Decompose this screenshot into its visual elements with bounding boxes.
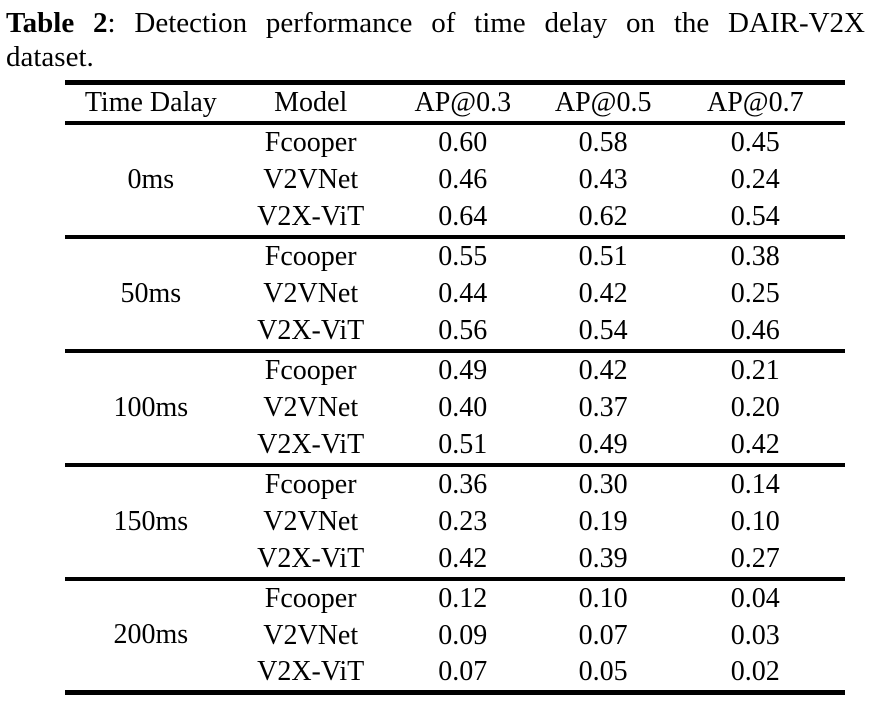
ap05-cell: 0.10	[578, 582, 628, 614]
model-cell: V2X-ViT	[257, 314, 365, 346]
ap03-cell: 0.44	[438, 277, 488, 309]
model-cell: V2VNet	[263, 163, 359, 195]
group-0ms: 0ms Fcooper 0.60 0.58 0.45 V2VNet 0.46 0…	[65, 123, 845, 237]
ap05-cell: 0.51	[578, 240, 628, 272]
table-row: V2X-ViT 0.56 0.54 0.46	[65, 313, 845, 351]
ap05-cell: 0.39	[578, 542, 628, 574]
ap03-cell: 0.46	[438, 163, 488, 195]
table-row: 0ms Fcooper 0.60 0.58 0.45	[65, 123, 845, 195]
ap05-cell: 0.07	[578, 619, 628, 651]
ap07-cell: 0.10	[730, 505, 780, 537]
ap05-cell: 0.42	[578, 354, 628, 386]
caption-line-1: Table 2: Detection performance of time d…	[6, 6, 865, 40]
ap05-cell: 0.37	[578, 391, 628, 423]
ap07-cell: 0.02	[730, 656, 780, 688]
table-row: 100ms Fcooper 0.49 0.42 0.21	[65, 351, 845, 423]
ap07-cell: 0.38	[730, 240, 780, 272]
table-row: V2X-ViT 0.64 0.62 0.54	[65, 199, 845, 237]
ap03-cell: 0.56	[438, 314, 488, 346]
ap03-cell: 0.64	[438, 200, 488, 232]
header-ap05: AP@0.5	[540, 82, 666, 125]
delay-label: 200ms	[113, 619, 189, 651]
ap05-cell: 0.62	[578, 200, 628, 232]
delay-label: 50ms	[120, 277, 182, 309]
ap03-cell: 0.23	[438, 505, 488, 537]
ap07-cell: 0.24	[730, 163, 780, 195]
ap03-cell: 0.12	[438, 582, 488, 614]
model-cell: Fcooper	[264, 468, 357, 500]
table-row: V2X-ViT 0.07 0.05 0.02	[65, 655, 845, 693]
table-header: Time Dalay Model AP@0.3 AP@0.5 AP@0.7	[65, 82, 845, 125]
group-200ms: 200ms Fcooper 0.12 0.10 0.04 V2VNet 0.09…	[65, 578, 845, 693]
model-cell: Fcooper	[264, 240, 357, 272]
caption-text: : Detection performance of time delay on…	[107, 7, 865, 39]
table-row: 200ms Fcooper 0.12 0.10 0.04	[65, 579, 845, 651]
ap03-cell: 0.60	[438, 126, 488, 158]
ap07-cell: 0.14	[730, 468, 780, 500]
header-time-delay: Time Dalay	[65, 82, 237, 125]
caption-table-label: Table 2	[6, 7, 108, 39]
model-cell: V2VNet	[263, 391, 359, 423]
ap05-cell: 0.30	[578, 468, 628, 500]
group-150ms: 150ms Fcooper 0.36 0.30 0.14 V2VNet 0.23…	[65, 464, 845, 579]
ap07-cell: 0.25	[730, 277, 780, 309]
header-ap03: AP@0.3	[384, 82, 541, 125]
ap05-cell: 0.43	[578, 163, 628, 195]
table-row: V2VNet 0.40 0.37 0.20	[65, 389, 845, 427]
model-cell: Fcooper	[264, 126, 357, 158]
ap05-cell: 0.19	[578, 505, 628, 537]
caption-line-2: dataset.	[6, 41, 94, 73]
ap05-cell: 0.49	[578, 428, 628, 460]
ap03-cell: 0.40	[438, 391, 488, 423]
delay-label: 100ms	[113, 391, 189, 423]
group-100ms: 100ms Fcooper 0.49 0.42 0.21 V2VNet 0.40…	[65, 350, 845, 465]
table-row: V2VNet 0.23 0.19 0.10	[65, 503, 845, 541]
model-cell: V2X-ViT	[257, 200, 365, 232]
delay-label: 0ms	[127, 163, 175, 195]
ap07-cell: 0.45	[730, 126, 780, 158]
ap03-cell: 0.55	[438, 240, 488, 272]
ap07-cell: 0.20	[730, 391, 780, 423]
model-cell: V2VNet	[263, 505, 359, 537]
ap05-cell: 0.54	[578, 314, 628, 346]
table-caption: Table 2: Detection performance of time d…	[6, 6, 865, 74]
results-table: Time Dalay Model AP@0.3 AP@0.5 AP@0.7 0m…	[65, 80, 845, 695]
table-row: V2VNet 0.44 0.42 0.25	[65, 275, 845, 313]
header-row: Time Dalay Model AP@0.3 AP@0.5 AP@0.7	[65, 82, 845, 125]
ap07-cell: 0.42	[730, 428, 780, 460]
model-cell: V2X-ViT	[257, 656, 365, 688]
table-row: V2X-ViT 0.42 0.39 0.27	[65, 541, 845, 579]
ap07-cell: 0.54	[730, 200, 780, 232]
header-model: Model	[236, 82, 385, 125]
table-row: V2VNet 0.09 0.07 0.03	[65, 617, 845, 655]
model-cell: V2X-ViT	[257, 428, 365, 460]
ap07-cell: 0.27	[730, 542, 780, 574]
ap07-cell: 0.03	[730, 619, 780, 651]
ap05-cell: 0.42	[578, 277, 628, 309]
table-row: V2VNet 0.46 0.43 0.24	[65, 161, 845, 199]
ap07-cell: 0.21	[730, 354, 780, 386]
group-50ms: 50ms Fcooper 0.55 0.51 0.38 V2VNet 0.44 …	[65, 236, 845, 351]
model-cell: V2X-ViT	[257, 542, 365, 574]
ap07-cell: 0.46	[730, 314, 780, 346]
model-cell: Fcooper	[264, 582, 357, 614]
ap03-cell: 0.09	[438, 619, 488, 651]
model-cell: Fcooper	[264, 354, 357, 386]
delay-label: 150ms	[113, 505, 189, 537]
ap07-cell: 0.04	[730, 582, 780, 614]
ap03-cell: 0.36	[438, 468, 488, 500]
ap03-cell: 0.42	[438, 542, 488, 574]
model-cell: V2VNet	[263, 619, 359, 651]
ap03-cell: 0.49	[438, 354, 488, 386]
model-cell: V2VNet	[263, 277, 359, 309]
ap03-cell: 0.51	[438, 428, 488, 460]
table-row: V2X-ViT 0.51 0.49 0.42	[65, 427, 845, 465]
header-ap07: AP@0.7	[665, 82, 845, 125]
ap05-cell: 0.58	[578, 126, 628, 158]
ap03-cell: 0.07	[438, 656, 488, 688]
ap05-cell: 0.05	[578, 656, 628, 688]
table-row: 150ms Fcooper 0.36 0.30 0.14	[65, 465, 845, 537]
table-row: 50ms Fcooper 0.55 0.51 0.38	[65, 237, 845, 309]
